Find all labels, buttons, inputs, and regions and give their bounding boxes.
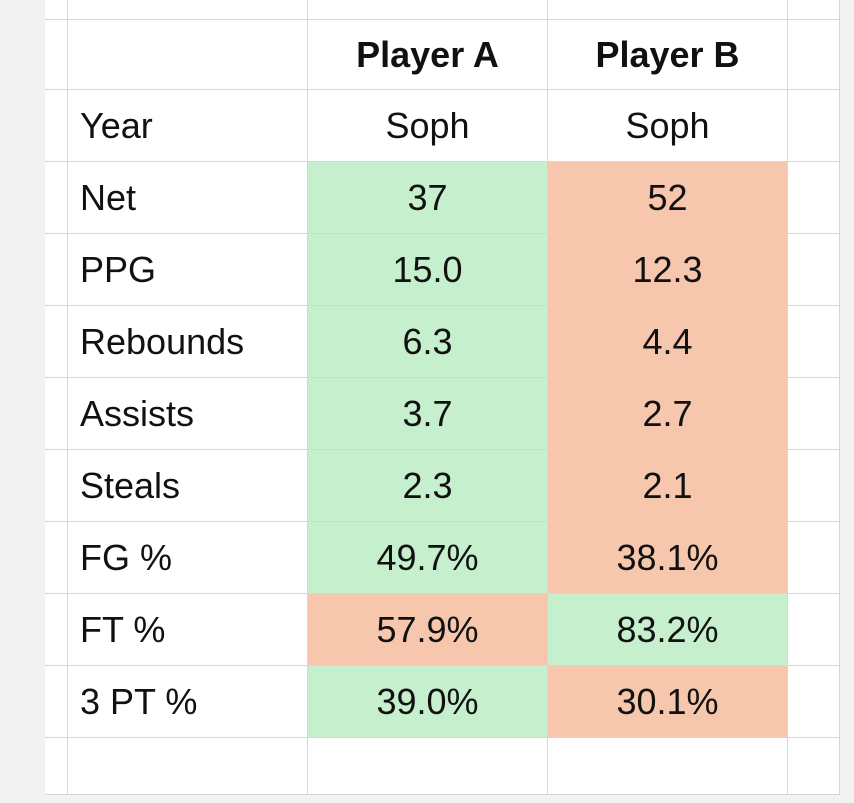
cell[interactable] [788, 738, 840, 795]
cell[interactable] [45, 378, 68, 450]
cell[interactable] [45, 20, 68, 90]
cell[interactable] [45, 90, 68, 162]
cell[interactable] [548, 0, 788, 20]
value-cell[interactable]: 49.7% [308, 522, 548, 594]
value-cell[interactable]: 4.4 [548, 306, 788, 378]
value-cell[interactable]: 6.3 [308, 306, 548, 378]
cell[interactable] [788, 594, 840, 666]
cell[interactable] [45, 738, 68, 795]
row-label[interactable]: Steals [68, 450, 308, 522]
cell[interactable] [68, 0, 308, 20]
row-label[interactable]: FT % [68, 594, 308, 666]
cell[interactable] [45, 0, 68, 20]
row-label[interactable]: PPG [68, 234, 308, 306]
row-label[interactable]: Assists [68, 378, 308, 450]
cell[interactable] [788, 522, 840, 594]
cell[interactable] [45, 306, 68, 378]
cell[interactable] [45, 450, 68, 522]
cell[interactable] [788, 378, 840, 450]
value-cell[interactable]: 2.7 [548, 378, 788, 450]
cell[interactable] [45, 666, 68, 738]
value-cell[interactable]: Soph [548, 90, 788, 162]
cell[interactable] [548, 738, 788, 795]
cell[interactable] [68, 20, 308, 90]
spreadsheet: Player A Player B Year Soph Soph Net 37 52 PPG 15… [45, 0, 840, 795]
value-cell[interactable]: 37 [308, 162, 548, 234]
value-cell[interactable]: 2.1 [548, 450, 788, 522]
cell[interactable] [788, 666, 840, 738]
value-cell[interactable]: 39.0% [308, 666, 548, 738]
column-header[interactable]: Player A [308, 20, 548, 90]
value-cell[interactable]: 38.1% [548, 522, 788, 594]
cell[interactable] [788, 306, 840, 378]
value-cell[interactable]: 3.7 [308, 378, 548, 450]
cell[interactable] [308, 0, 548, 20]
cell[interactable] [788, 450, 840, 522]
value-cell[interactable]: 12.3 [548, 234, 788, 306]
row-label[interactable]: Rebounds [68, 306, 308, 378]
cell[interactable] [45, 522, 68, 594]
cell[interactable] [788, 0, 840, 20]
row-label[interactable]: FG % [68, 522, 308, 594]
value-cell[interactable]: 15.0 [308, 234, 548, 306]
value-cell[interactable]: 83.2% [548, 594, 788, 666]
value-cell[interactable]: Soph [308, 90, 548, 162]
column-header[interactable]: Player B [548, 20, 788, 90]
value-cell[interactable]: 30.1% [548, 666, 788, 738]
value-cell[interactable]: 52 [548, 162, 788, 234]
cell[interactable] [308, 738, 548, 795]
value-cell[interactable]: 2.3 [308, 450, 548, 522]
cell[interactable] [788, 90, 840, 162]
row-label[interactable]: Net [68, 162, 308, 234]
cell[interactable] [788, 20, 840, 90]
value-cell[interactable]: 57.9% [308, 594, 548, 666]
cell[interactable] [788, 162, 840, 234]
cell[interactable] [45, 162, 68, 234]
row-label[interactable]: Year [68, 90, 308, 162]
cell[interactable] [68, 738, 308, 795]
row-label[interactable]: 3 PT % [68, 666, 308, 738]
cell[interactable] [788, 234, 840, 306]
cell[interactable] [45, 594, 68, 666]
cell[interactable] [45, 234, 68, 306]
